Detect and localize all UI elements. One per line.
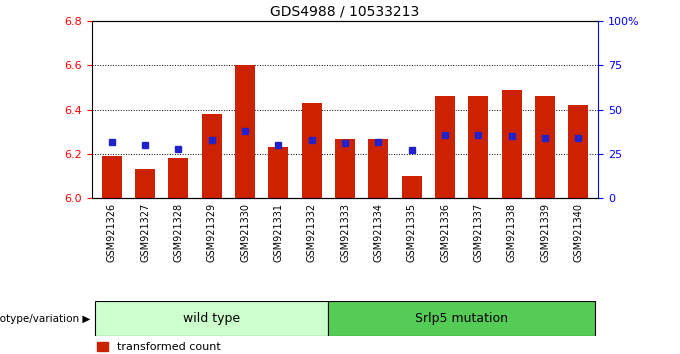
Bar	[95, 301, 328, 336]
Bar	[202, 114, 222, 198]
Bar	[102, 156, 122, 198]
Text: GSM921329: GSM921329	[207, 203, 217, 262]
Text: GSM921340: GSM921340	[573, 203, 583, 262]
Text: GSM921333: GSM921333	[340, 203, 350, 262]
Bar	[469, 97, 488, 198]
Text: genotype/variation ▶: genotype/variation ▶	[0, 314, 90, 324]
Bar	[402, 176, 422, 198]
Text: GSM921330: GSM921330	[240, 203, 250, 262]
Bar	[502, 90, 522, 198]
Text: GSM921337: GSM921337	[473, 203, 483, 262]
Bar	[269, 147, 288, 198]
Text: GSM921336: GSM921336	[440, 203, 450, 262]
Bar	[369, 138, 388, 198]
Text: GSM921334: GSM921334	[373, 203, 384, 262]
Text: GSM921339: GSM921339	[540, 203, 550, 262]
Text: GSM921331: GSM921331	[273, 203, 284, 262]
Text: GSM921338: GSM921338	[507, 203, 517, 262]
Text: wild type: wild type	[183, 312, 240, 325]
Text: GSM921326: GSM921326	[107, 203, 117, 262]
Text: GSM921335: GSM921335	[407, 203, 417, 262]
Text: GSM921328: GSM921328	[173, 203, 184, 262]
Legend: transformed count, percentile rank within the sample: transformed count, percentile rank withi…	[97, 342, 305, 354]
Bar	[328, 301, 595, 336]
Bar	[335, 138, 355, 198]
Bar	[302, 103, 322, 198]
Text: GSM921327: GSM921327	[140, 203, 150, 262]
Bar	[568, 105, 588, 198]
Bar	[535, 97, 555, 198]
Title: GDS4988 / 10533213: GDS4988 / 10533213	[271, 5, 420, 19]
Text: GSM921332: GSM921332	[307, 203, 317, 262]
Bar	[169, 159, 188, 198]
Bar	[235, 65, 255, 198]
Text: Srlp5 mutation: Srlp5 mutation	[415, 312, 508, 325]
Bar	[135, 170, 155, 198]
Bar	[435, 97, 455, 198]
